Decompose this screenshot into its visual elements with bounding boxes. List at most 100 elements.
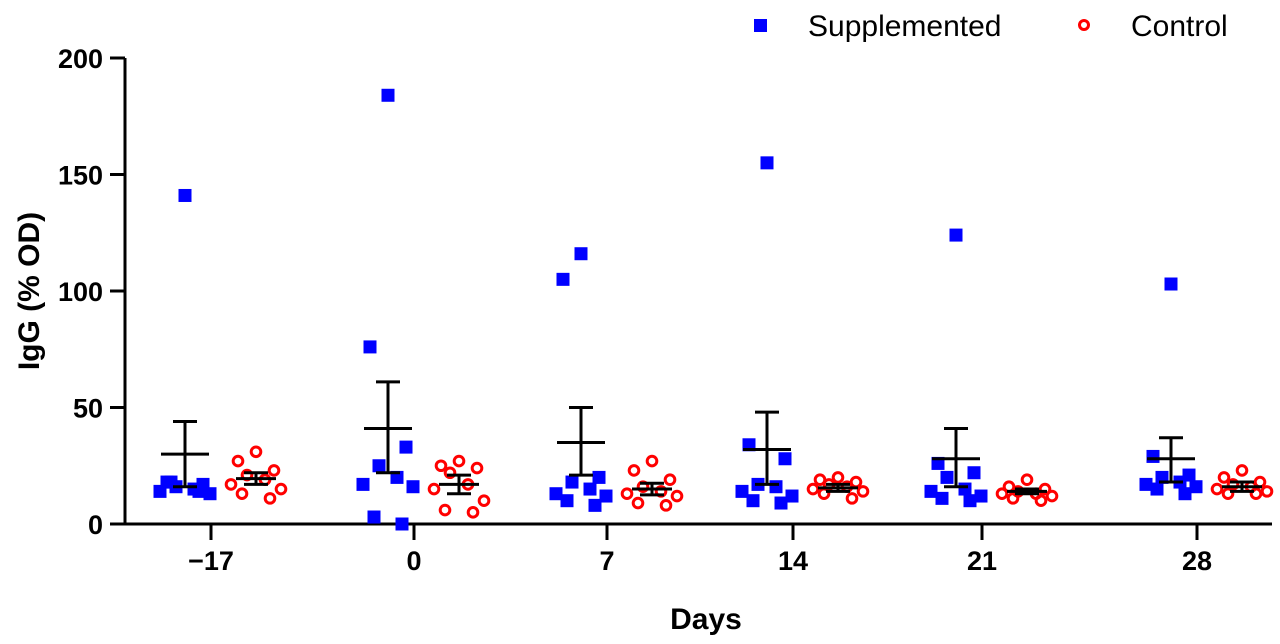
point-control [1020, 473, 1034, 487]
point-supplemented [1178, 487, 1192, 501]
y-tick-label: 200 [58, 44, 103, 74]
point-control [627, 464, 641, 477]
point-supplemented [785, 489, 799, 503]
y-tick-label: 50 [73, 394, 103, 424]
point-control [443, 466, 457, 480]
y-axis-title: IgG (% OD) [13, 212, 46, 370]
point-control [1221, 487, 1235, 501]
point-supplemented [774, 496, 788, 510]
x-ticks: −17 0 7 14 21 28 [188, 524, 1212, 576]
point-control [1217, 471, 1231, 484]
point-supplemented [949, 228, 963, 242]
point-control [224, 478, 238, 491]
point-supplemented [967, 466, 981, 480]
x-tick-label: −17 [188, 546, 234, 576]
point-supplemented [940, 470, 954, 484]
point-supplemented [1189, 480, 1203, 494]
y-tick-label: 150 [58, 161, 103, 191]
point-supplemented [924, 484, 938, 498]
point-supplemented [592, 470, 606, 484]
legend: Supplemented Control [754, 10, 1228, 43]
point-control [631, 496, 645, 510]
point-control [477, 494, 491, 508]
point-supplemented [778, 452, 792, 466]
legend-control-label: Control [1131, 10, 1228, 43]
point-control [434, 459, 448, 473]
legend-supplemented-marker [754, 19, 767, 32]
point-supplemented [406, 480, 420, 494]
point-supplemented [769, 480, 783, 494]
point-control [274, 482, 288, 496]
point-supplemented [935, 491, 949, 505]
point-supplemented [356, 477, 370, 491]
point-control [1210, 482, 1224, 496]
point-control [267, 464, 281, 477]
point-control [856, 485, 870, 498]
point-control [249, 445, 263, 459]
point-supplemented [560, 494, 574, 508]
point-control [263, 492, 277, 505]
point-control [235, 487, 249, 501]
point-supplemented [599, 489, 613, 503]
axes [123, 58, 1272, 526]
point-control [659, 499, 673, 512]
point-supplemented [549, 487, 563, 501]
x-tick-label: 21 [967, 546, 997, 576]
point-supplemented [1150, 482, 1164, 496]
point-supplemented [203, 487, 217, 501]
point-supplemented [746, 494, 760, 508]
point-supplemented [583, 482, 597, 496]
y-tick-label: 100 [58, 277, 103, 307]
point-control [670, 489, 684, 503]
point-supplemented [1164, 277, 1178, 291]
point-supplemented [588, 498, 602, 512]
error-bars [161, 380, 1262, 497]
point-control [645, 454, 659, 468]
y-ticks: 0 50 100 150 200 [58, 44, 125, 540]
point-supplemented [735, 484, 749, 498]
point-supplemented [963, 494, 977, 508]
point-supplemented [760, 156, 774, 170]
point-control [1006, 492, 1020, 505]
point-control [1235, 464, 1249, 477]
point-supplemented [153, 484, 167, 498]
point-supplemented [556, 272, 570, 286]
point-control [231, 454, 245, 468]
legend-supplemented-label: Supplemented [808, 10, 1001, 43]
x-tick-label: 7 [599, 546, 614, 576]
y-tick-label: 0 [88, 510, 103, 540]
point-control [806, 482, 820, 496]
point-control [452, 454, 466, 468]
point-supplemented [363, 340, 377, 354]
point-supplemented [399, 440, 413, 454]
point-supplemented [974, 489, 988, 503]
point-control [1249, 487, 1263, 501]
point-supplemented [372, 459, 386, 473]
x-tick-label: 0 [406, 546, 421, 576]
x-tick-label: 28 [1182, 546, 1212, 576]
x-axis-title: Days [670, 603, 742, 636]
point-supplemented [1146, 449, 1160, 463]
point-control [831, 471, 845, 484]
point-supplemented [395, 517, 409, 531]
point-control [995, 487, 1009, 501]
point-control [438, 503, 452, 517]
point-supplemented [565, 475, 579, 489]
point-control [1045, 489, 1059, 503]
point-supplemented [381, 88, 395, 102]
legend-control-marker [1078, 19, 1090, 31]
point-control [466, 506, 480, 519]
point-supplemented [1139, 477, 1153, 491]
point-control [663, 473, 677, 487]
point-supplemented [178, 188, 192, 202]
point-supplemented [367, 510, 381, 524]
point-supplemented [574, 247, 588, 261]
point-control [427, 482, 441, 496]
point-control [1226, 478, 1240, 491]
point-control [1260, 485, 1274, 498]
point-control [620, 487, 634, 501]
point-control [845, 492, 859, 505]
point-control [470, 461, 484, 475]
point-control [1034, 494, 1048, 508]
